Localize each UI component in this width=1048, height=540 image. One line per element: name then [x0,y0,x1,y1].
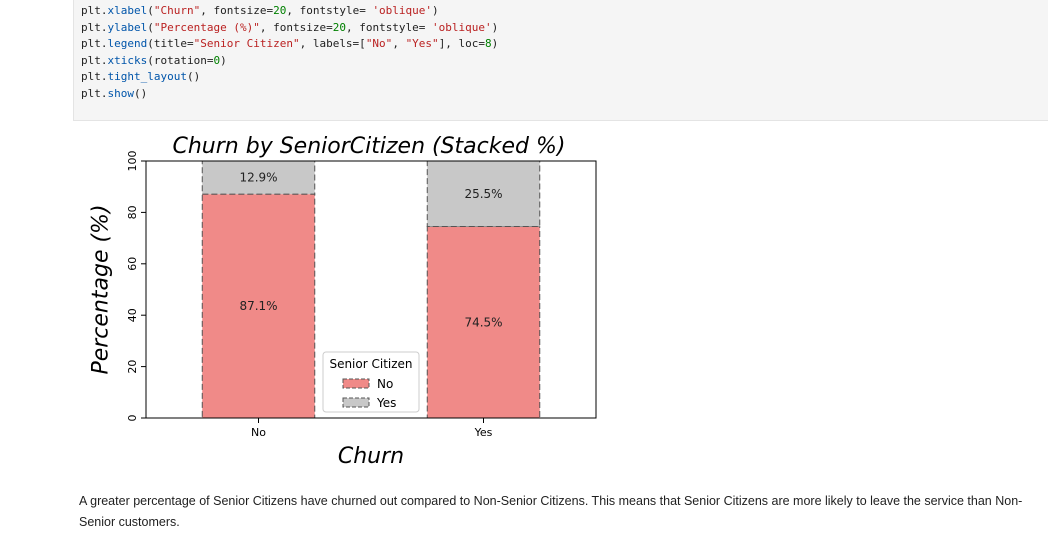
code-token: , fontstyle= [286,4,373,17]
code-token: 'oblique' [432,20,492,34]
code-token: ) [220,53,227,67]
legend: Senior Citizen No Yes [322,351,420,413]
code-token: , fontsize= [259,20,333,34]
code-token: ylabel [107,20,148,34]
code-line: plt.legend(title="Senior Citizen", label… [81,36,498,53]
code-token: ], loc= [438,37,486,50]
chart-title: Churn by SeniorCitizen (Stacked %) [173,134,566,159]
code-token: "Percentage (%)" [153,20,260,34]
code-token: plt. [81,37,108,50]
code-token: xticks [107,53,148,67]
code-token: ( [147,4,154,17]
y-tick-label: 40 [126,308,139,322]
code-token: () [186,70,201,83]
plot-area-frame [145,160,597,419]
code-token: , fontsize= [200,4,274,17]
code-token: , labels=[ [299,37,366,50]
code-token: tight_layout [107,70,187,83]
code-token: "Yes" [405,37,439,50]
markdown-cell: A greater percentage of Senior Citizens … [79,491,1039,533]
code-token: 8 [485,37,492,50]
code-token: ) [491,37,499,50]
code-token: plt. [81,4,108,17]
code-token: 20 [273,4,287,17]
code-token: , fontstyle= [345,20,433,34]
legend-frame [322,351,420,413]
code-token: "No" [365,37,393,50]
code-token: () [134,86,148,100]
code-line: plt.ylabel("Percentage (%)", fontsize=20… [81,20,498,37]
legend-swatch-no [342,378,370,389]
bar-value-label: 12.9% [239,171,277,185]
bar-value-label: 87.1% [239,299,277,313]
legend-title: Senior Citizen [329,357,412,371]
code-line: plt.show() [81,86,498,103]
code-token: show [107,86,135,100]
code-token: plt. [81,20,108,34]
x-tick-label: No [251,426,266,439]
code-token: legend [107,37,148,50]
code-token: "Senior Citizen" [193,37,300,50]
y-axis-ticks: 0 20 40 60 80 100 [126,151,146,422]
cell-output: Churn by SeniorCitizen (Stacked %) 0 20 40… [73,121,1048,540]
code-token: 0 [213,53,221,67]
legend-label: No [377,377,393,391]
code-line: plt.xlabel("Churn", fontsize=20, fontsty… [81,3,498,20]
code-token: ) [432,4,439,17]
bar-segment-yes-yes [426,160,541,228]
code-token: 'oblique' [372,4,433,17]
bar-value-label: 74.5% [464,315,502,329]
y-tick-label: 100 [126,151,139,172]
x-axis-label: Churn [338,444,404,469]
stacked-bar-chart: Churn by SeniorCitizen (Stacked %) 0 20 40… [89,134,597,469]
code-token: xlabel [107,4,148,17]
x-axis-ticks: No Yes [251,418,493,439]
code-token: plt. [81,86,108,100]
bar-segment-yes-no [201,160,316,195]
code-editor[interactable]: plt.xlabel("Churn", fontsize=20, fontsty… [81,3,498,102]
code-token: 20 [332,20,346,34]
code-token: ) [491,20,499,34]
y-axis-label: Percentage (%) [89,204,114,374]
bars: 87.1% 12.9% 74.5% 25.5% [201,160,541,419]
code-line: plt.tight_layout() [81,69,498,86]
code-token: "Churn" [153,4,201,17]
legend-label: Yes [376,396,396,410]
legend-swatch-yes [342,397,370,408]
code-token: plt. [81,70,108,83]
code-token: , [392,37,406,50]
conclusion-text: A greater percentage of Senior Citizens … [79,494,1023,529]
y-tick-label: 0 [126,415,139,422]
code-token: (title= [147,37,194,50]
code-cell[interactable]: plt.xlabel("Churn", fontsize=20, fontsty… [73,0,1048,121]
y-tick-label: 60 [126,257,139,271]
bar-value-label: 25.5% [464,187,502,201]
y-tick-label: 20 [126,360,139,374]
x-tick-label: Yes [474,426,493,439]
code-line: plt.xticks(rotation=0) [81,53,498,70]
code-token: plt. [81,53,108,67]
code-token: (rotation= [147,53,214,67]
y-tick-label: 80 [126,205,139,219]
code-token: ( [147,20,154,34]
